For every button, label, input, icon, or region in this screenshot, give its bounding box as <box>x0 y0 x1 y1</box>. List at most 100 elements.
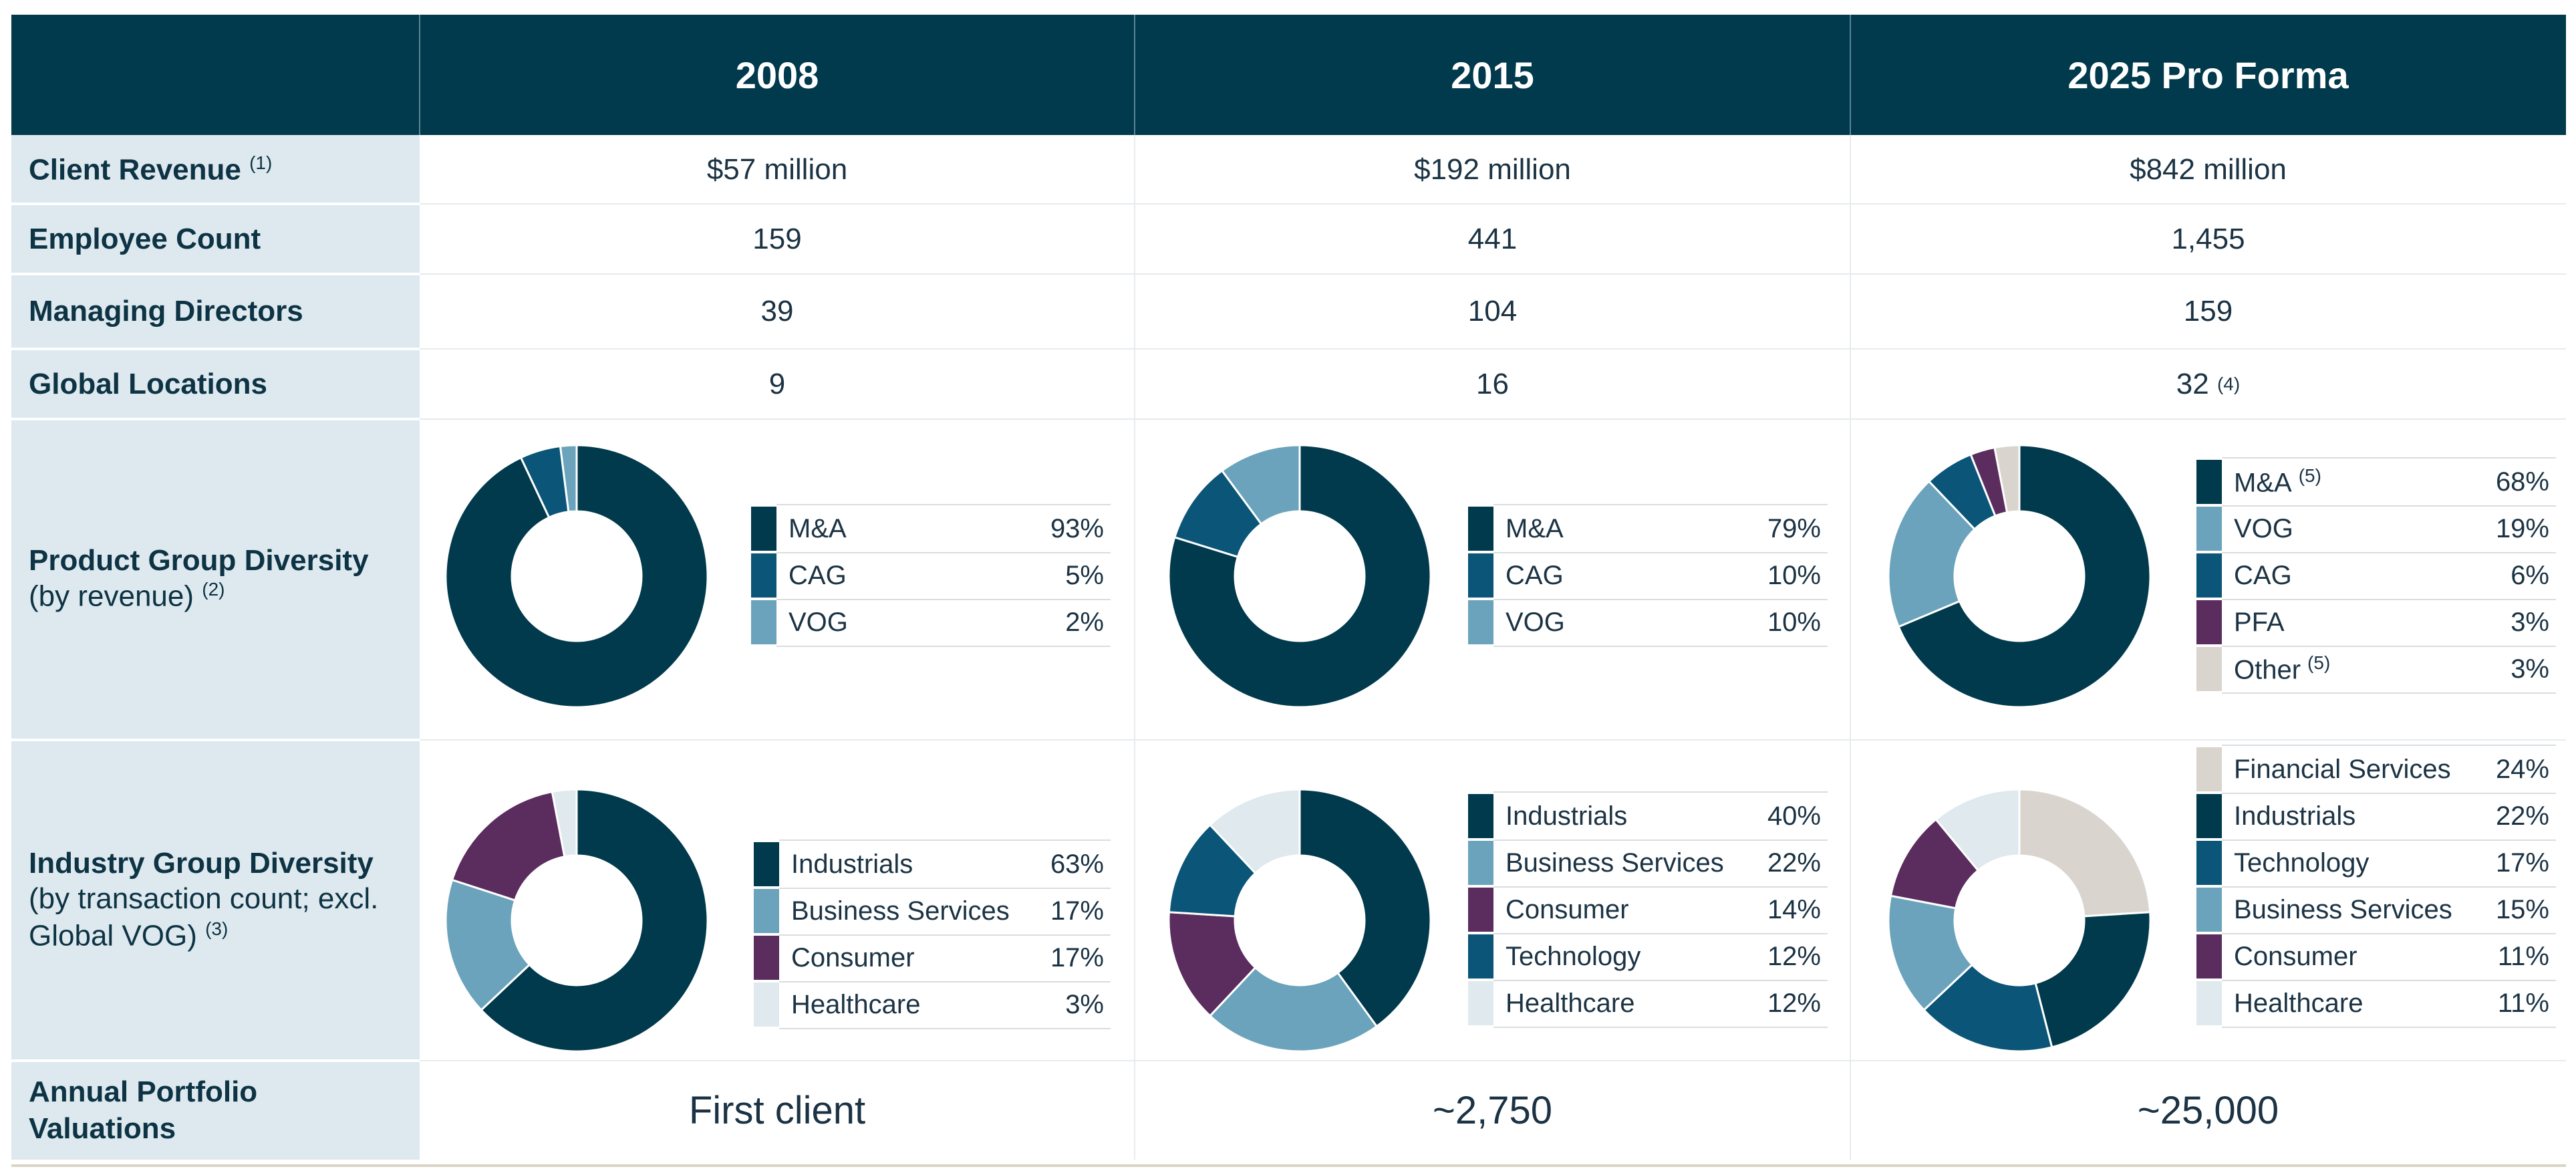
legend-item-consumer: Consumer 17% <box>754 934 1111 983</box>
legend-value: 5% <box>1065 560 1104 590</box>
donut-chart-industry-group-diversity-2008 <box>444 788 709 1053</box>
legend-value: 22% <box>1767 847 1821 878</box>
legend-item-business-services: Business Services 15% <box>2196 886 2556 934</box>
legend-rule <box>776 646 1111 647</box>
top-rule <box>11 12 2566 15</box>
legend-swatch <box>754 842 779 886</box>
slice-industrials <box>479 788 709 1053</box>
legend-value: 3% <box>2511 654 2549 684</box>
chart-legend: M&A (5) 68% VOG 19% CAG 6% PFA 3% Other (5) 3% <box>2196 457 2556 694</box>
legend-swatch <box>2196 747 2222 791</box>
legend-rule <box>779 839 1111 841</box>
row-divider <box>420 348 2566 350</box>
legend-rule <box>1493 1027 1828 1028</box>
legend-item-pfa: PFA 3% <box>2196 599 2556 647</box>
legend-value: 15% <box>2495 894 2549 924</box>
client-revenue-2008: $57 million <box>706 152 848 186</box>
legend-rule <box>779 981 1111 983</box>
legend-item-cag: CAG 5% <box>751 552 1111 600</box>
managing-directors-2008: 39 <box>760 295 794 328</box>
legend-rule <box>2222 505 2556 507</box>
legend-swatch <box>1468 841 1493 885</box>
row-label-employee-count: Employee Count <box>11 204 420 274</box>
legend-label: M&A (5) <box>2234 465 2321 498</box>
legend-swatch <box>2196 888 2222 932</box>
legend-value: 40% <box>1767 801 1821 831</box>
legend-item-cag: CAG 6% <box>2196 552 2556 600</box>
legend-label: Healthcare <box>2234 988 2364 1018</box>
legend-swatch <box>2196 981 2222 1025</box>
slice-industrials <box>2034 911 2152 1049</box>
legend-label: VOG <box>789 607 848 637</box>
legend-swatch <box>2196 460 2222 504</box>
legend-item-healthcare: Healthcare 12% <box>1468 980 1828 1028</box>
slice-vog <box>559 444 578 513</box>
global-locations-2025: 32 (4) <box>2176 367 2241 400</box>
legend-value: 63% <box>1050 849 1104 879</box>
legend-swatch <box>754 983 779 1027</box>
slice-healthcare <box>1934 788 2021 872</box>
legend-rule <box>779 934 1111 936</box>
header-divider <box>419 15 420 135</box>
legend-label: M&A <box>1506 513 1564 543</box>
legend-item-consumer: Consumer 11% <box>2196 933 2556 981</box>
global-locations-2008: 9 <box>768 367 786 400</box>
slice-business-services <box>1208 966 1379 1053</box>
employee-count-2008: 159 <box>752 222 802 255</box>
legend-label: CAG <box>1506 560 1564 590</box>
legend-label: CAG <box>789 560 847 590</box>
legend-value: 14% <box>1767 894 1821 924</box>
managing-directors-2015: 104 <box>1467 295 1518 328</box>
legend-rule <box>1493 791 1828 793</box>
row-divider <box>420 418 2566 420</box>
client-revenue-2025: $842 million <box>2130 152 2287 186</box>
legend-rule <box>2222 933 2556 934</box>
legend-rule <box>1493 646 1828 647</box>
legend-rule <box>1493 552 1828 553</box>
legend-value: 19% <box>2495 513 2549 543</box>
legend-rule <box>2222 793 2556 794</box>
legend-label: Business Services <box>791 896 1010 926</box>
legend-swatch <box>1468 794 1493 838</box>
legend-rule <box>1493 980 1828 981</box>
slice-vog <box>1220 444 1301 525</box>
header-corner <box>11 15 420 135</box>
donut-chart-product-group-diversity-2008 <box>444 444 709 708</box>
legend-label: Financial Services <box>2234 754 2451 784</box>
donut-chart-product-group-diversity-2025-pro-forma <box>1887 444 2152 708</box>
legend-label: Industrials <box>791 849 913 879</box>
legend-item-vog: VOG 19% <box>2196 505 2556 553</box>
row-label-client-revenue: Client Revenue (1) <box>11 135 420 204</box>
legend-label: M&A <box>789 513 847 543</box>
legend-value: 17% <box>1050 896 1104 926</box>
legend-value: 3% <box>1065 989 1104 1019</box>
legend-swatch <box>2196 600 2222 644</box>
legend-swatch <box>2196 507 2222 551</box>
global-locations-2015: 16 <box>1476 367 1509 400</box>
legend-label: VOG <box>1506 607 1565 637</box>
legend-value: 24% <box>2495 754 2549 784</box>
slice-m-a <box>1167 444 1432 708</box>
legend-label: Industrials <box>1506 801 1628 831</box>
legend-label: Industrials <box>2234 801 2356 831</box>
row-label-managing-directors: Managing Directors <box>11 274 420 349</box>
valuations-2008: First client <box>688 1088 866 1132</box>
chart-legend: Financial Services 24% Industrials 22% Techn… <box>2196 745 2556 1028</box>
bottom-rule <box>11 1164 2566 1167</box>
slice-vog <box>1887 480 1977 628</box>
legend-rule <box>779 888 1111 889</box>
donut-chart-industry-group-diversity-2025-pro-forma <box>1887 788 2152 1053</box>
legend-item-m-a: M&A 79% <box>1468 504 1828 553</box>
slice-other <box>1993 444 2021 514</box>
legend-item-industrials: Industrials 40% <box>1468 791 1828 841</box>
slice-industrials <box>1298 788 1432 1028</box>
header-divider <box>1134 15 1135 135</box>
column-header-2008: 2008 <box>420 15 1135 135</box>
slice-healthcare <box>1208 788 1301 875</box>
legend-item-other: Other (5) 3% <box>2196 646 2556 694</box>
legend-swatch <box>751 553 776 598</box>
legend-rule <box>776 504 1111 505</box>
column-divider <box>1850 135 1851 1160</box>
legend-item-financial-services: Financial Services 24% <box>2196 745 2556 794</box>
legend-item-healthcare: Healthcare 11% <box>2196 980 2556 1028</box>
